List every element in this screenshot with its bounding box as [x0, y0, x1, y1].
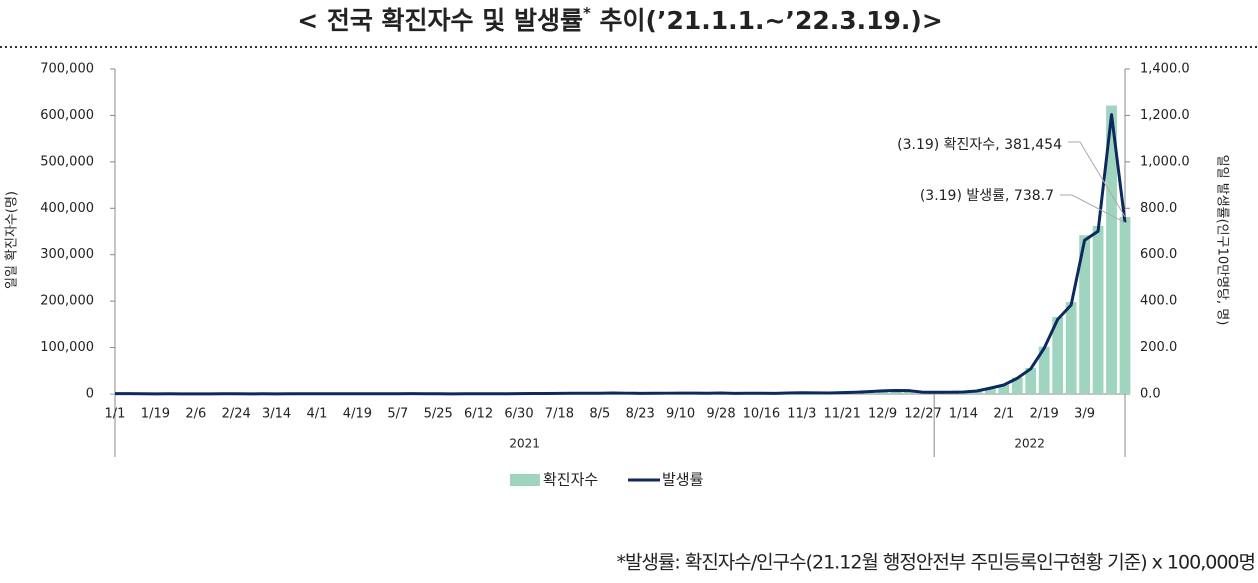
year-label: 2022 — [1014, 437, 1045, 451]
bar — [1052, 316, 1064, 394]
x-tick-label: 1/1 — [105, 407, 126, 422]
rate-line — [114, 113, 1127, 396]
footnote: *발생률: 확진자수/인구수(21.12월 행정안전부 주민등록인구현황 기준)… — [616, 552, 1255, 574]
bar — [1119, 216, 1131, 394]
year-label: 2021 — [509, 437, 540, 451]
x-tick-label: 11/3 — [787, 407, 816, 422]
x-tick-label: 1/14 — [949, 407, 978, 422]
x-tick-label: 8/5 — [589, 407, 610, 422]
x-tick-label: 6/30 — [504, 407, 533, 422]
leader-line — [1060, 194, 1126, 223]
bar — [998, 384, 1010, 394]
x-tick-label: 12/27 — [904, 407, 941, 422]
x-tick-label: 5/25 — [424, 407, 453, 422]
x-tick-label: 4/1 — [307, 407, 328, 422]
y2-tick-label: 1,000.0 — [1140, 154, 1190, 169]
y-tick-label: 600,000 — [40, 108, 94, 123]
x-tick-label: 9/28 — [706, 407, 735, 422]
title-asterisk: * — [583, 4, 591, 22]
x-tick-label: 3/14 — [262, 407, 291, 422]
bar — [1106, 105, 1117, 395]
y-axis-label: 일일 확진자수(명) — [5, 191, 20, 289]
legend-label: 확진자수 — [543, 471, 598, 489]
x-tick-label: 6/12 — [464, 407, 493, 422]
annotation: (3.19) 확진자수, 381,454 — [897, 137, 1062, 153]
y2-tick-label: 0.0 — [1140, 387, 1161, 402]
bar — [1079, 235, 1090, 394]
x-tick-label: 4/19 — [343, 407, 372, 422]
x-tick-label: 10/16 — [743, 407, 780, 422]
y2-axis-label: 일일 발생률(인구10만명당, 명) — [1215, 155, 1230, 326]
bar — [890, 390, 902, 394]
x-tick-label: 3/9 — [1074, 407, 1095, 422]
x-tick-label: 5/7 — [387, 407, 408, 422]
y2-tick-label: 600.0 — [1140, 247, 1177, 262]
y2-tick-label: 400.0 — [1140, 294, 1177, 309]
y-tick-label: 200,000 — [40, 294, 94, 309]
x-tick-label: 2/1 — [993, 407, 1014, 422]
legend-swatch — [510, 474, 540, 486]
bar — [1092, 225, 1104, 394]
x-tick-label: 11/21 — [823, 407, 860, 422]
y-tick-label: 0 — [86, 387, 94, 402]
y2-tick-label: 1,200.0 — [1140, 108, 1190, 123]
title-text: < 전국 확진자수 및 발생률 — [297, 6, 583, 35]
x-tick-label: 7/18 — [545, 407, 574, 422]
x-tick-label: 9/10 — [666, 407, 695, 422]
x-tick-label: 1/19 — [141, 407, 170, 422]
leader-line — [1068, 141, 1126, 218]
annotation: (3.19) 발생률, 738.7 — [920, 188, 1054, 204]
title-text: 추이(’21.1.1.~’22.3.19.)> — [591, 6, 943, 35]
y-tick-label: 400,000 — [40, 201, 94, 216]
y-tick-label: 500,000 — [40, 154, 94, 169]
bar — [877, 390, 888, 394]
x-tick-label: 2/24 — [222, 407, 251, 422]
y2-tick-label: 200.0 — [1140, 340, 1177, 355]
y-tick-label: 300,000 — [40, 247, 94, 262]
y2-tick-label: 1,400.0 — [1140, 62, 1190, 77]
legend-label: 발생률 — [662, 471, 704, 489]
bar — [984, 387, 996, 394]
x-tick-label: 2/6 — [185, 407, 206, 422]
bar — [1065, 302, 1077, 394]
x-tick-label: 12/9 — [868, 407, 897, 422]
x-tick-label: 2/19 — [1030, 407, 1059, 422]
bar — [1025, 368, 1037, 394]
y-tick-label: 700,000 — [40, 62, 94, 77]
bar — [1011, 377, 1023, 394]
x-tick-label: 8/23 — [626, 407, 655, 422]
bar — [904, 390, 915, 394]
y2-tick-label: 800.0 — [1140, 201, 1177, 216]
y-tick-label: 100,000 — [40, 340, 94, 355]
chart-title: < 전국 확진자수 및 발생률* 추이(’21.1.1.~’22.3.19.)> — [297, 4, 943, 36]
bar — [1038, 346, 1050, 394]
